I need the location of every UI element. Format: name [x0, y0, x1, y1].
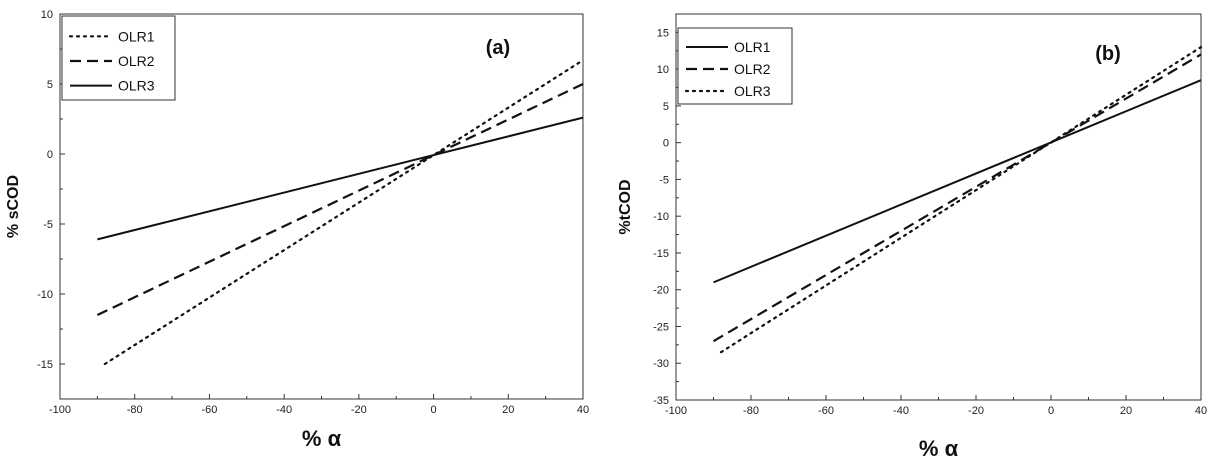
panel-b-y-tick-label: 5: [663, 101, 669, 113]
panel-a-x-tick-label: 40: [577, 404, 589, 416]
panel-a-x-axis-title: % α: [302, 426, 342, 451]
panel-a-legend-label-olr1: OLR1: [118, 28, 155, 44]
panel-a-y-tick-label: -10: [37, 289, 53, 301]
panel-a-panel-label: (a): [486, 37, 510, 59]
panel-b-y-tick-label: -5: [659, 174, 669, 186]
panel-b-y-axis-title: %tCOD: [617, 179, 634, 234]
panel-b-x-tick-label: -60: [818, 405, 834, 417]
panel-a-x-tick-label: 20: [502, 404, 514, 416]
panel-b-legend-box: [677, 27, 793, 105]
panel-b-y-tick-label: -10: [653, 211, 669, 223]
panel-b-legend-label-olr3: OLR3: [734, 83, 771, 99]
panel-b-y-tick-label: -15: [653, 248, 669, 260]
panel-a-x-tick-label: -60: [201, 404, 217, 416]
panel-a-series-line-olr2: [96, 83, 584, 316]
panel-a-x-tick-label: -20: [351, 404, 367, 416]
panel-a-series-line-olr3: [97, 116, 584, 241]
panel-b-y-tick-label: -30: [653, 358, 669, 370]
panel-b-x-tick-label: -20: [968, 405, 984, 417]
panel-b-x-tick-label: -80: [743, 405, 759, 417]
panel-a-y-tick-label: 0: [47, 149, 53, 161]
panel-b-y-tick-label: -25: [653, 321, 669, 333]
panel-b-series-line-olr1: [713, 79, 1202, 284]
panel-b-y-tick-label: 0: [663, 138, 669, 150]
panel-a-x-tick-label: -40: [276, 404, 292, 416]
panel-b-x-tick-label: 0: [1048, 405, 1054, 417]
panel-b-x-tick-label: -40: [893, 405, 909, 417]
panel-b-y-tick-label: -35: [653, 395, 669, 407]
panel-b-y-tick-label: 15: [657, 27, 669, 39]
panel-a-y-tick-label: 10: [41, 9, 53, 21]
panel-b-legend-label-olr1: OLR1: [734, 39, 771, 55]
panel-a-series-line-olr1: [103, 59, 585, 366]
panel-b-x-tick-label: -100: [665, 405, 687, 417]
panel-b-series-line-olr3: [719, 45, 1203, 354]
panel-a-y-tick-label: -5: [43, 219, 53, 231]
panel-a-x-tick-label: 0: [431, 404, 437, 416]
panel-b-series-line-olr2: [712, 53, 1202, 343]
panel-a-y-axis-title: % sCOD: [5, 175, 22, 238]
panel-a-legend-label-olr2: OLR2: [118, 53, 155, 69]
panel-b-x-axis-title: % α: [919, 436, 959, 461]
panel-b-panel-label: (b): [1095, 43, 1121, 65]
panel-a-x-tick-label: -100: [49, 404, 71, 416]
panel-b-x-tick-label: 20: [1120, 405, 1132, 417]
panel-a-x-tick-label: -80: [127, 404, 143, 416]
panel-a-y-tick-label: 5: [47, 79, 53, 91]
panel-b-y-tick-label: -20: [653, 285, 669, 297]
panel-a-legend-label-olr3: OLR3: [118, 78, 155, 94]
panel-a-y-tick-label: -15: [37, 359, 53, 371]
panel-b-x-tick-label: 40: [1195, 405, 1207, 417]
panel-b-y-tick-label: 10: [657, 64, 669, 76]
panel-b-legend-label-olr2: OLR2: [734, 61, 771, 77]
